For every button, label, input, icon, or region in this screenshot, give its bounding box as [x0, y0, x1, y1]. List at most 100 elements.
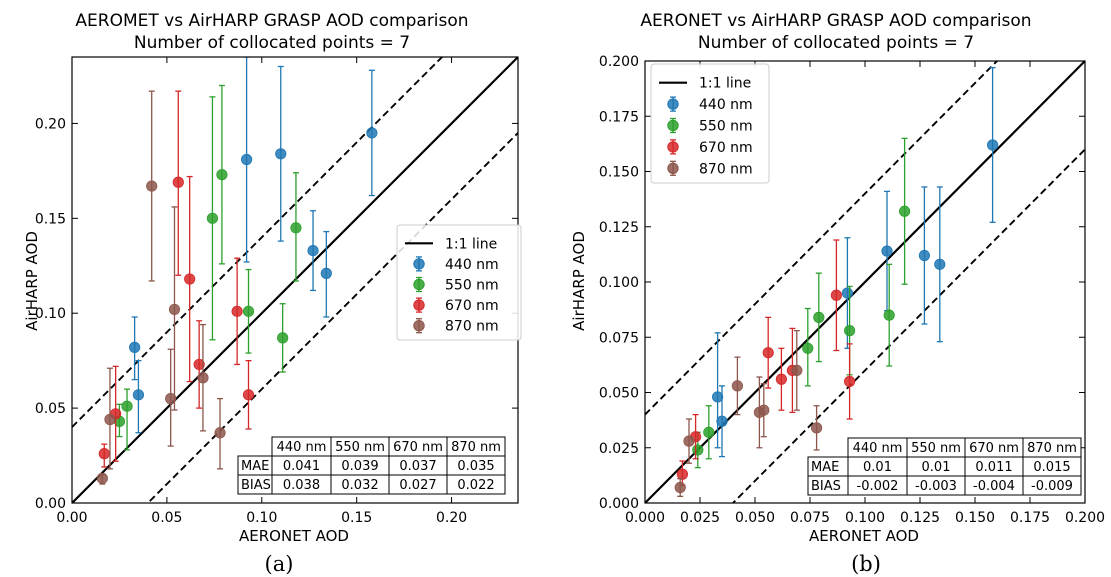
data-point [918, 249, 931, 262]
legend-label: 1:1 line [445, 236, 497, 252]
panel-b: AERONET vs AirHARP GRASP AOD comparison … [570, 11, 1105, 576]
chart-title: AERONET vs AirHARP GRASP AOD comparison [640, 11, 1031, 31]
data-point [841, 287, 854, 299]
legend-marker [413, 320, 425, 332]
panel-caption: (b) [851, 552, 881, 576]
table-cell: 0.041 [283, 459, 320, 474]
data-point [275, 148, 287, 160]
legend-marker [413, 258, 425, 270]
plot-frame [644, 60, 1086, 504]
table-header-cell: 670 nm [969, 441, 1019, 456]
chart-subtitle: Number of collocated points = 7 [698, 33, 974, 53]
stats-table: 440 nm 550 nm 670 nm 870 nm MAE 0.01 0.01 0.011… [807, 437, 1082, 496]
table-row-label: BIAS [811, 479, 841, 494]
y-tick-label: 0.025 [599, 441, 639, 457]
table-cell: 0.027 [399, 478, 436, 493]
legend-label: 870 nm [699, 161, 753, 177]
table-cell: -0.003 [915, 479, 957, 494]
data-point [731, 380, 744, 392]
data-point [711, 391, 724, 403]
legend-box [396, 224, 522, 341]
y-tick-label: 0.20 [35, 116, 66, 132]
y-tick-label: 0.075 [599, 330, 639, 346]
data-point [881, 245, 893, 257]
y-tick-label: 0.150 [599, 165, 639, 181]
chart-subtitle: Number of collocated points = 7 [134, 33, 410, 53]
x-tick-label: 0.20 [436, 510, 467, 526]
x-tick-label: 0.175 [1010, 510, 1050, 526]
one-to-one-line [645, 61, 1085, 503]
legend-marker [413, 299, 425, 311]
legend-marker [413, 278, 425, 291]
dashed-envelope-line [72, 57, 444, 428]
x-axis-label: AERONET AOD [809, 527, 919, 545]
data-point [366, 127, 378, 139]
data-point [883, 309, 895, 321]
legend-label: 550 nm [445, 278, 499, 294]
x-tick-label: 0.125 [900, 510, 940, 526]
table-row-label: MAE [241, 459, 269, 474]
panel-a: AEROMET vs AirHARP GRASP AOD comparison … [23, 11, 522, 576]
series-670-nm [676, 239, 856, 486]
data-point [290, 222, 302, 234]
panel-caption: (a) [265, 552, 294, 576]
data-point [703, 426, 715, 438]
stats-table: 440 nm 550 nm 670 nm 870 nm MAE 0.041 0.039 0.0… [237, 436, 506, 495]
data-point [206, 212, 219, 224]
data-point [165, 393, 177, 405]
table-cell: 0.038 [283, 478, 320, 493]
table-cell: 0.032 [341, 478, 378, 493]
data-point [193, 358, 205, 371]
legend-label: 670 nm [445, 298, 499, 314]
table-cell: 0.039 [341, 459, 378, 474]
data-point [168, 303, 181, 316]
y-tick-label: 0.050 [599, 386, 639, 402]
x-tick-label: 0.200 [1065, 510, 1105, 526]
data-point [96, 472, 108, 484]
table-cell: 0.011 [975, 460, 1012, 475]
data-point [241, 153, 253, 166]
x-tick-label: 0.15 [341, 510, 372, 526]
y-tick-label: 0.05 [35, 401, 66, 417]
table-header-cell: 440 nm [277, 440, 327, 455]
x-tick-label: 0.025 [680, 510, 720, 526]
x-tick-label: 0.000 [625, 510, 665, 526]
table-cell: 0.015 [1033, 460, 1070, 475]
data-point [129, 341, 141, 353]
data-point [132, 389, 145, 401]
data-point [843, 325, 856, 337]
y-axis-label: AirHARP AOD [23, 231, 41, 331]
legend-marker [667, 119, 679, 132]
y-tick-label: 0.00 [35, 496, 66, 512]
y-tick-label: 0.10 [35, 306, 66, 322]
table-header-cell: 870 nm [451, 440, 501, 455]
data-point [830, 289, 843, 301]
table-cell: 0.035 [457, 459, 494, 474]
table-header-cell: 440 nm [853, 441, 903, 456]
x-tick-label: 0.10 [246, 510, 277, 526]
x-tick-label: 0.150 [955, 510, 995, 526]
data-point [810, 422, 823, 434]
x-tick-label: 0.00 [56, 510, 87, 526]
data-point [674, 481, 686, 494]
data-point [716, 415, 728, 427]
data-point [277, 332, 289, 344]
legend-label: 550 nm [699, 119, 753, 135]
table-header-cell: 550 nm [335, 440, 385, 455]
table-header-cell: 670 nm [393, 440, 443, 455]
chart-title: AEROMET vs AirHARP GRASP AOD comparison [75, 11, 468, 31]
reference-lines [72, 57, 518, 503]
data-point [172, 176, 184, 188]
data-point [843, 375, 856, 388]
data-point [813, 311, 825, 323]
data-point [802, 342, 814, 354]
data-point [762, 347, 774, 359]
legend-label: 870 nm [445, 319, 499, 335]
table-cell: -0.002 [857, 479, 899, 494]
data-point [320, 267, 332, 279]
x-tick-label: 0.100 [845, 510, 885, 526]
legend-marker [667, 162, 679, 175]
legend-marker [667, 98, 679, 110]
data-point [121, 400, 133, 412]
